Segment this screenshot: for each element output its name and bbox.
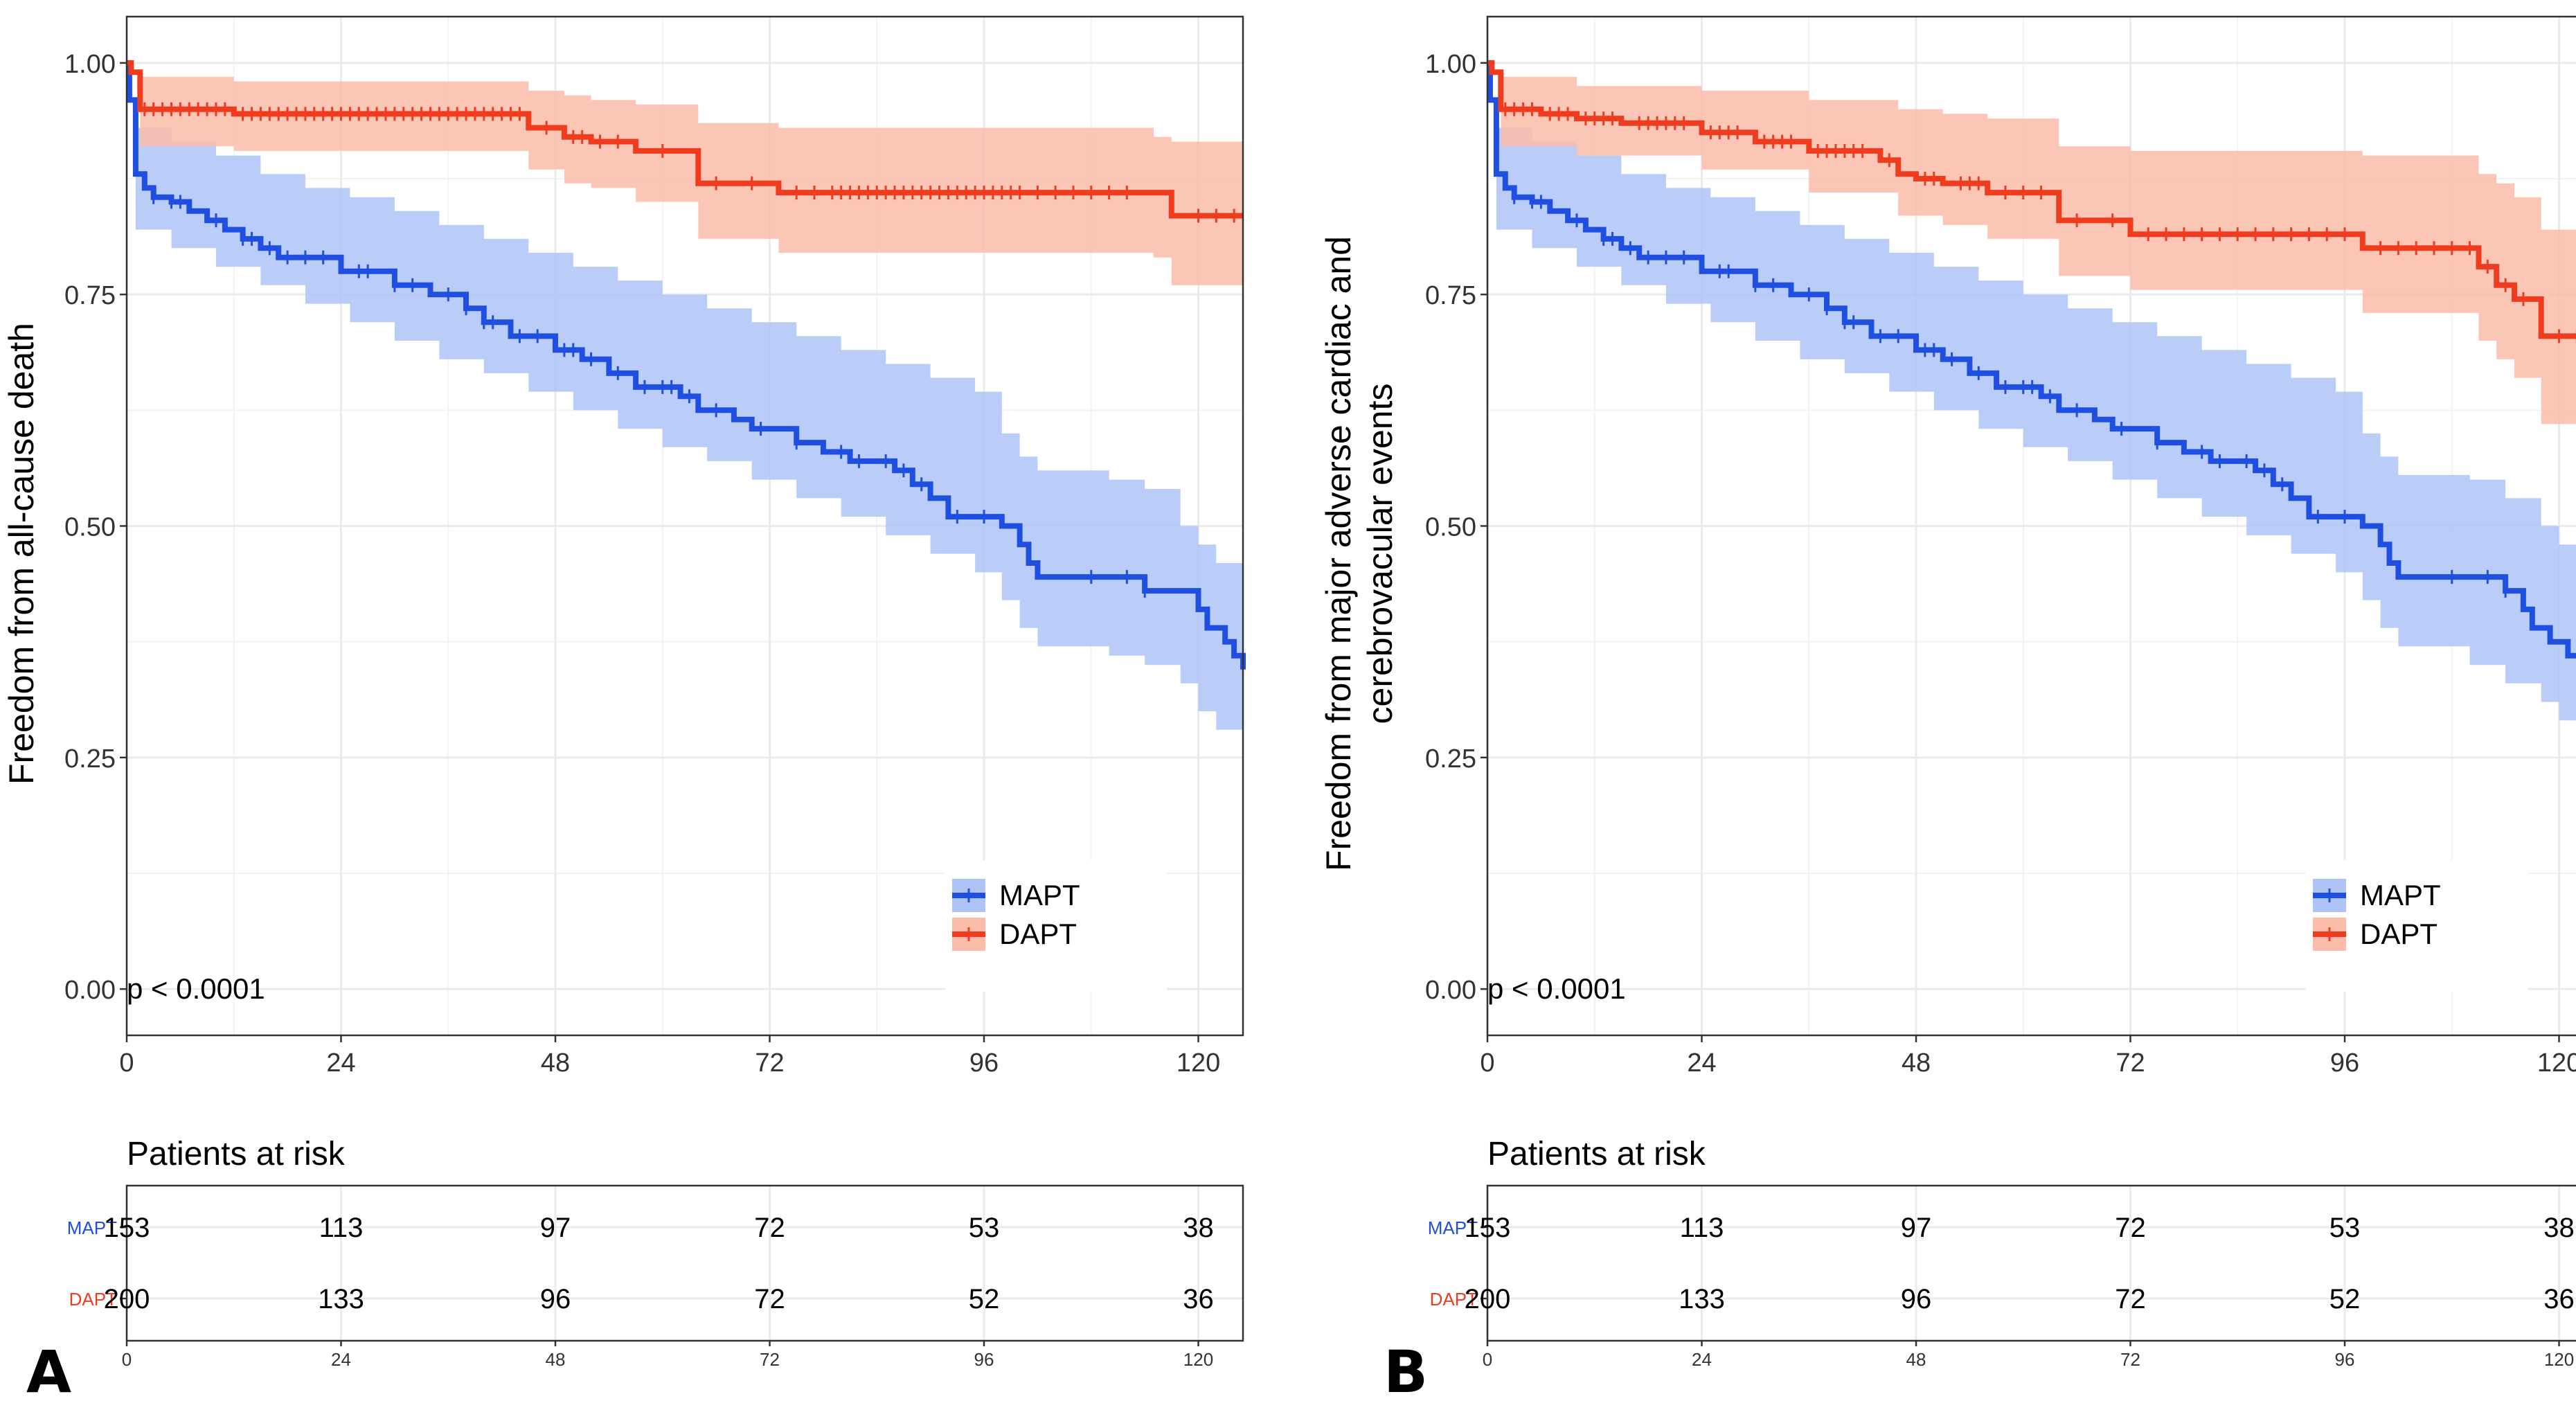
y-tick-label: 0.00 [1425, 976, 1476, 1005]
risk-count: 53 [969, 1213, 1000, 1243]
risk-count: 52 [2329, 1284, 2361, 1314]
x-tick-label: 96 [2330, 1048, 2359, 1078]
censor-marks-dapt [1504, 102, 2576, 343]
ci-band-dapt [1487, 62, 2576, 425]
panel-A: p < 0.0001 MAPT DAPT 0.00 0.25 0.50 0.75 1.00 0 2… [2, 15, 1246, 1406]
risk-row-label-dapt: DAPT [1430, 1289, 1478, 1310]
p-value: p < 0.0001 [127, 972, 265, 1005]
risk-table-border [1486, 1184, 2576, 1342]
legend-label-dapt: DAPT [999, 918, 1077, 950]
risk-count: 52 [969, 1284, 1000, 1314]
p-value: p < 0.0001 [1487, 972, 1626, 1005]
risk-count: 153 [104, 1213, 150, 1243]
y-tick-label: 1.00 [64, 50, 116, 79]
risk-x-tick-label: 72 [760, 1349, 780, 1370]
risk-count: 53 [2329, 1213, 2361, 1243]
x-tick-label: 96 [969, 1048, 999, 1078]
risk-count: 38 [1183, 1213, 1214, 1243]
y-tick-label: 0.50 [64, 513, 116, 542]
risk-x-tick-label: 0 [1483, 1349, 1492, 1370]
risk-row-label-dapt: DAPT [69, 1289, 117, 1310]
risk-count: 97 [1901, 1213, 1932, 1243]
risk-count: 72 [754, 1284, 785, 1314]
risk-table-title: Patients at risk [1487, 1136, 1706, 1172]
x-tick-label: 120 [1177, 1048, 1220, 1078]
risk-count: 72 [2115, 1284, 2146, 1314]
legend: MAPT DAPT [945, 860, 1167, 992]
risk-x-tick-label: 48 [546, 1349, 566, 1370]
risk-table-border [125, 1184, 1244, 1342]
x-tick-label: 0 [119, 1048, 134, 1078]
risk-count: 133 [318, 1284, 364, 1314]
risk-x-tick-label: 120 [1183, 1349, 1213, 1370]
y-axis-label: Freedom from major adverse cardiac and [1319, 236, 1358, 871]
risk-count: 153 [1465, 1213, 1511, 1243]
risk-count: 200 [1465, 1284, 1511, 1314]
y-tick-label: 0.00 [64, 976, 116, 1005]
risk-row-label-mapt: MAPT [1428, 1217, 1478, 1238]
y-tick-label: 0.50 [1425, 513, 1476, 542]
x-tick-label: 72 [755, 1048, 784, 1078]
survival-line-dapt [1487, 60, 2576, 339]
x-tick-label: 24 [326, 1048, 355, 1078]
risk-count: 36 [2543, 1284, 2575, 1314]
risk-count: 200 [104, 1284, 150, 1314]
ci-band-mapt [127, 62, 1243, 749]
risk-count: 72 [754, 1213, 785, 1243]
risk-x-tick-label: 96 [974, 1349, 994, 1370]
risk-count: 72 [2115, 1213, 2146, 1243]
censor-marks-mapt [1513, 190, 2507, 598]
risk-row-label-mapt: MAPT [67, 1217, 117, 1238]
y-tick-label: 0.75 [1425, 281, 1476, 310]
x-tick-label: 0 [1480, 1048, 1494, 1078]
y-tick-label: 0.75 [64, 281, 116, 310]
survival-line-mapt [126, 60, 1246, 670]
risk-table-title: Patients at risk [127, 1136, 346, 1172]
ci-band-dapt [127, 62, 1243, 285]
risk-count: 36 [1183, 1284, 1214, 1314]
y-tick-label: 0.25 [1425, 744, 1476, 774]
censor-marks-dapt [143, 102, 1235, 223]
y-axis-label: Freedom from all-cause death [2, 323, 41, 785]
risk-x-tick-label: 0 [122, 1349, 132, 1370]
risk-x-tick-label: 96 [2335, 1349, 2355, 1370]
legend-label-dapt: DAPT [2360, 918, 2438, 950]
risk-count: 38 [2543, 1213, 2575, 1243]
x-tick-label: 72 [2116, 1048, 2145, 1078]
panel-letter: A [26, 1338, 71, 1406]
risk-x-tick-label: 72 [2120, 1349, 2140, 1370]
legend: MAPT DAPT [2306, 860, 2528, 992]
risk-count: 133 [1679, 1284, 1725, 1314]
panel-B: p < 0.0001 MAPT DAPT 0.00 0.25 0.50 0.75 1.00 0 2… [1319, 15, 2576, 1406]
risk-x-tick-label: 24 [1692, 1349, 1712, 1370]
legend-label-mapt: MAPT [2360, 879, 2441, 911]
legend-label-mapt: MAPT [999, 879, 1080, 911]
risk-x-tick-label: 24 [331, 1349, 351, 1370]
censor-marks-mapt [152, 190, 1146, 598]
y-tick-label: 1.00 [1425, 50, 1476, 79]
risk-count: 113 [319, 1213, 364, 1243]
risk-count: 97 [540, 1213, 571, 1243]
x-tick-label: 24 [1687, 1048, 1716, 1078]
x-tick-label: 48 [541, 1048, 570, 1078]
x-tick-label: 120 [2537, 1048, 2576, 1078]
panel-letter: B [1384, 1338, 1428, 1406]
risk-count: 96 [1901, 1284, 1932, 1314]
risk-x-tick-label: 120 [2544, 1349, 2574, 1370]
risk-count: 96 [540, 1284, 571, 1314]
y-tick-label: 0.25 [64, 744, 116, 774]
risk-count: 113 [1680, 1213, 1724, 1243]
x-tick-label: 48 [1902, 1048, 1931, 1078]
risk-x-tick-label: 48 [1906, 1349, 1926, 1370]
y-axis-label: cerebrovacular events [1361, 384, 1399, 724]
survival-line-dapt [127, 60, 1243, 219]
